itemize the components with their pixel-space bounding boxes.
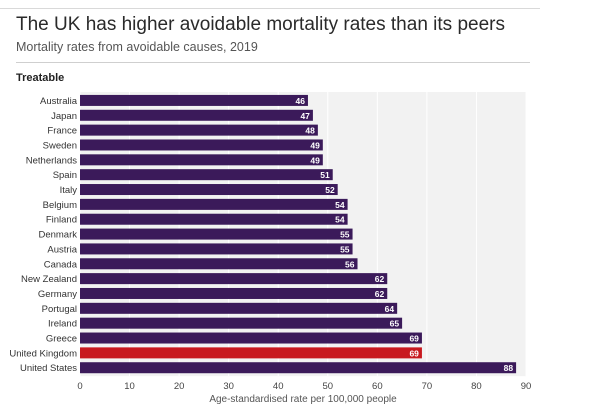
x-tick-label: 90: [521, 381, 532, 392]
data-label: 47: [300, 111, 310, 121]
header-divider: [16, 62, 530, 63]
category-label: Netherlands: [26, 155, 77, 166]
x-tick-label: 10: [124, 381, 135, 392]
data-label: 49: [310, 140, 320, 150]
chart-title: The UK has higher avoidable mortality ra…: [16, 14, 505, 35]
data-label: 54: [335, 215, 345, 225]
x-axis-label: Age-standardised rate per 100,000 people: [209, 394, 397, 405]
data-label: 62: [375, 289, 385, 299]
category-label: Australia: [40, 96, 78, 107]
data-label: 69: [409, 334, 419, 344]
bar: [80, 258, 358, 270]
bar: [80, 317, 403, 329]
data-label: 64: [385, 304, 395, 314]
x-tick-label: 40: [273, 381, 284, 392]
x-tick-label: 30: [223, 381, 234, 392]
bar: [80, 154, 323, 166]
bar: [80, 302, 398, 314]
x-tick-label: 0: [77, 381, 82, 392]
bar: [80, 198, 348, 210]
data-label: 88: [504, 363, 514, 373]
bar: [80, 184, 338, 196]
data-label: 49: [310, 155, 320, 165]
data-label: 65: [390, 319, 400, 329]
chart-subtitle: Mortality rates from avoidable causes, 2…: [16, 40, 258, 54]
category-label: France: [47, 126, 77, 137]
data-label: 56: [345, 259, 355, 269]
category-label: New Zealand: [21, 274, 77, 285]
x-tick-label: 60: [372, 381, 383, 392]
category-label: Finland: [46, 215, 77, 226]
category-label: Sweden: [43, 140, 77, 151]
category-label: Greece: [46, 334, 77, 345]
bar: [80, 94, 308, 106]
category-label: Germany: [38, 289, 77, 300]
bar: [80, 213, 348, 225]
category-label: Japan: [51, 111, 77, 122]
bar: [80, 362, 517, 374]
category-label: Canada: [44, 259, 78, 270]
bar: [80, 273, 388, 285]
x-tick-label: 80: [471, 381, 482, 392]
category-label: Austria: [47, 244, 77, 255]
data-label: 62: [375, 274, 385, 284]
bar: [80, 347, 422, 359]
category-label: Italy: [60, 185, 78, 196]
bar: [80, 169, 333, 181]
data-label: 52: [325, 185, 335, 195]
bar: [80, 332, 422, 344]
category-label: Portugal: [42, 304, 77, 315]
category-label: Ireland: [48, 319, 77, 330]
bar: [80, 228, 353, 240]
category-label: Spain: [53, 170, 77, 181]
category-label: Denmark: [38, 230, 77, 241]
data-label: 48: [305, 126, 315, 136]
category-label: United Kingdom: [9, 348, 77, 359]
bar: [80, 124, 318, 136]
bar: [80, 139, 323, 151]
category-label: Belgium: [43, 200, 77, 211]
data-label: 55: [340, 244, 350, 254]
data-label: 51: [320, 170, 330, 180]
x-tick-label: 50: [322, 381, 333, 392]
data-label: 46: [295, 96, 305, 106]
category-label: United States: [20, 363, 77, 374]
bar: [80, 243, 353, 255]
bar: [80, 287, 388, 299]
data-label: 55: [340, 230, 350, 240]
data-label: 54: [335, 200, 345, 210]
top-rule: [0, 8, 540, 9]
panel-label: Treatable: [16, 72, 65, 84]
bar: [80, 109, 313, 121]
data-label: 69: [409, 348, 419, 358]
x-tick-label: 20: [174, 381, 185, 392]
x-tick-label: 70: [422, 381, 433, 392]
